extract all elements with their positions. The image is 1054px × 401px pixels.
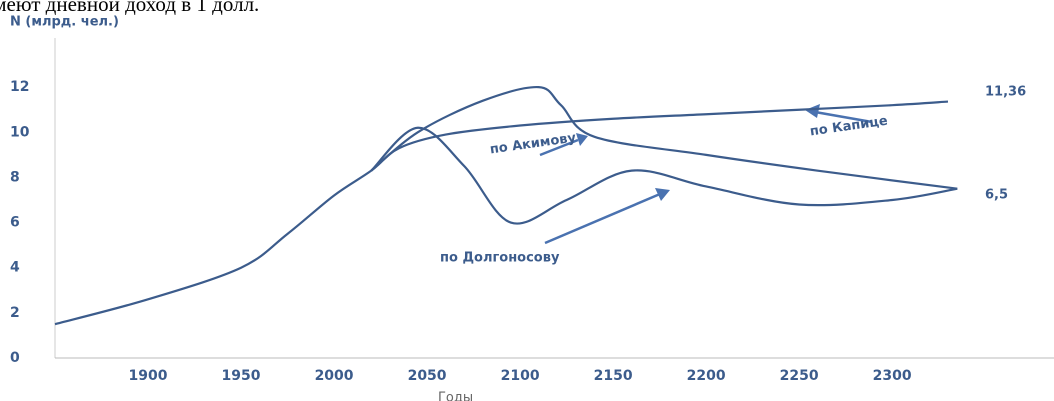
- annotation: по Долгоносову: [440, 251, 560, 266]
- annotation: 6,5: [985, 188, 1008, 203]
- annotation: по Акимову: [489, 130, 577, 157]
- y-label: N (млрд. чел.): [10, 15, 119, 30]
- annotation: 11,36: [985, 85, 1026, 100]
- y-tick-label: 6: [10, 215, 20, 231]
- x-tick-label: 2200: [687, 368, 726, 384]
- x-tick-label: 1900: [129, 368, 168, 384]
- y-tick-label: 4: [10, 260, 20, 276]
- y-tick-label: 2: [10, 305, 20, 321]
- x-tick-label: 2300: [873, 368, 912, 384]
- x-tick-label: 2050: [408, 368, 447, 384]
- x-tick-label: 2100: [501, 368, 540, 384]
- y-tick-label: 8: [10, 169, 20, 185]
- y-tick-label: 10: [10, 124, 30, 140]
- y-tick-label: 12: [10, 79, 29, 95]
- y-tick-label: 0: [10, 350, 20, 366]
- x-tick-label: 2150: [594, 368, 633, 384]
- arrows: [539, 104, 873, 245]
- header-text: имеют дневной доход в 1 долл.: [0, 0, 259, 16]
- x-label: Годы: [438, 391, 473, 401]
- x-tick-label: 2250: [780, 368, 819, 384]
- x-tick-label: 2000: [315, 368, 354, 384]
- line-series: [370, 126, 958, 225]
- x-tick-label: 1950: [222, 368, 261, 384]
- line-series: [370, 86, 958, 190]
